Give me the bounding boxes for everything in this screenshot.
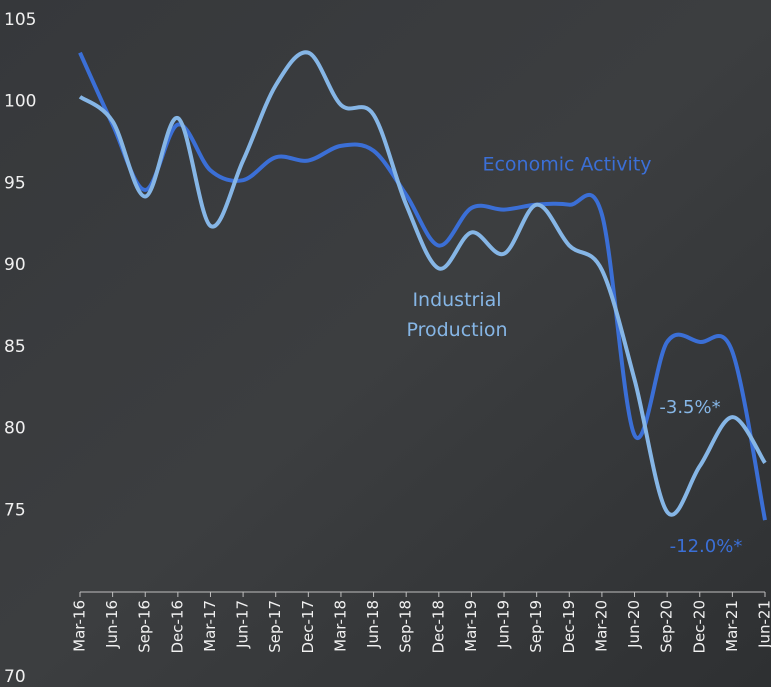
- annotation: -12.0%*: [670, 536, 743, 557]
- x-tick-label: Sep-17: [266, 600, 284, 653]
- x-tick-label: Sep-20: [658, 600, 676, 653]
- x-tick-label: Jun-20: [625, 600, 643, 649]
- y-tick-label: 70: [4, 667, 26, 687]
- x-tick-label: Dec-18: [429, 600, 447, 654]
- x-tick-label: Dec-19: [560, 600, 578, 654]
- x-tick-label: Dec-16: [168, 600, 186, 654]
- chart: 70 75 80 85 90 95 100 105 Mar-16 Jun-16 Sep-16 Dec-…: [0, 0, 771, 687]
- x-tick-label: Dec-17: [299, 600, 317, 654]
- y-tick-label: 95: [4, 173, 26, 193]
- y-tick-label: 105: [4, 10, 36, 30]
- y-tick-label: 75: [4, 500, 26, 520]
- y-tick-label: 100: [4, 92, 36, 112]
- x-tick-label: Jun-18: [364, 600, 382, 649]
- x-tick-label: Jun-19: [495, 600, 513, 649]
- x-tick-label: Mar-16: [71, 600, 89, 652]
- x-tick-label: Jun-17: [234, 600, 252, 649]
- x-tick-label: Sep-18: [397, 600, 415, 653]
- annotation: -3.5%*: [659, 397, 720, 418]
- background: [0, 0, 771, 687]
- x-tick-label: Mar-19: [462, 600, 480, 652]
- x-tick-label: Mar-17: [201, 600, 219, 652]
- y-tick-label: 85: [4, 337, 26, 357]
- y-tick-label: 90: [4, 255, 26, 275]
- x-tick-label: Mar-18: [331, 600, 349, 652]
- y-tick-label: 80: [4, 419, 26, 439]
- x-tick-label: Dec-20: [690, 600, 708, 654]
- series-label: Economic Activity: [482, 154, 651, 176]
- x-tick-label: Jun-16: [103, 600, 121, 649]
- page: {"chart_data": { "type": "line", "catego…: [0, 0, 771, 687]
- x-tick-label: Mar-20: [592, 600, 610, 652]
- x-tick-label: Jun-21: [756, 600, 771, 649]
- x-tick-label: Sep-16: [136, 600, 154, 653]
- x-tick-label: Sep-19: [527, 600, 545, 653]
- x-tick-label: Mar-21: [723, 600, 741, 652]
